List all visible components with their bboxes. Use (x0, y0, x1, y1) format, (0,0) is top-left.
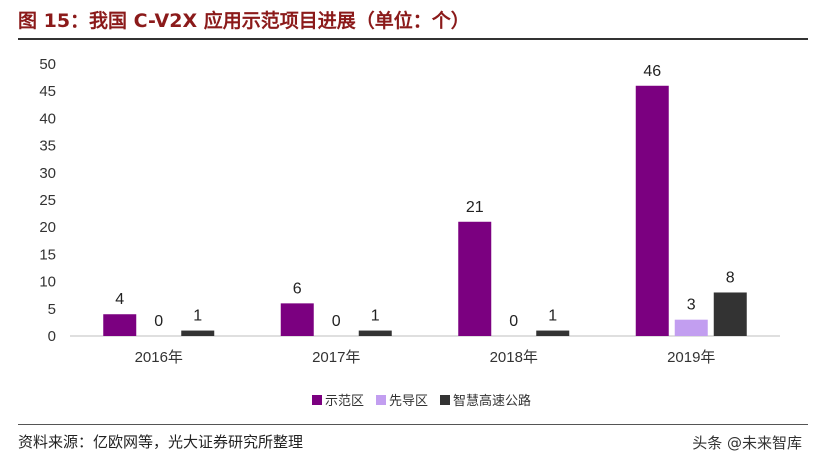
data-label: 0 (509, 313, 518, 330)
data-label: 3 (687, 297, 696, 314)
data-label: 0 (154, 313, 163, 330)
y-tick-label: 40 (39, 110, 56, 127)
y-tick-label: 25 (39, 192, 56, 209)
x-tick-label: 2017年 (312, 349, 360, 366)
x-tick-label: 2016年 (135, 349, 183, 366)
y-tick-label: 0 (48, 328, 56, 345)
y-tick-label: 5 (48, 301, 56, 318)
bar (458, 221, 492, 336)
legend-swatch (312, 395, 322, 405)
legend-label: 示范区 (325, 394, 364, 409)
y-tick-label: 50 (39, 56, 56, 73)
bar (536, 330, 570, 336)
data-label: 6 (293, 280, 302, 297)
title-divider (18, 38, 808, 40)
data-label: 1 (548, 308, 557, 325)
y-tick-label: 30 (39, 165, 56, 182)
y-tick-label: 45 (39, 83, 56, 100)
watermark: 头条 @未来智库 (692, 434, 802, 452)
x-tick-label: 2019年 (667, 349, 715, 366)
bar (358, 330, 392, 336)
bar (103, 314, 137, 336)
data-label: 1 (371, 308, 380, 325)
data-label: 1 (193, 308, 202, 325)
bar (181, 330, 215, 336)
figure-title: 图 15：我国 C-V2X 应用示范项目进展（单位：个） (18, 10, 470, 32)
y-tick-label: 35 (39, 138, 56, 155)
bar (713, 292, 747, 336)
source-note: 资料来源：亿欧网等，光大证券研究所整理 (18, 433, 304, 451)
bar (280, 303, 314, 336)
legend-label: 智慧高速公路 (453, 393, 531, 409)
data-label: 0 (332, 313, 341, 330)
data-label: 4 (115, 291, 124, 308)
legend-swatch (376, 395, 386, 405)
data-label: 8 (726, 269, 735, 286)
legend-label: 先导区 (389, 394, 428, 409)
data-label: 21 (466, 199, 484, 216)
y-tick-label: 20 (39, 219, 56, 236)
y-tick-label: 15 (39, 246, 56, 263)
y-tick-label: 10 (39, 274, 56, 291)
bar (635, 85, 669, 336)
bar (674, 319, 708, 336)
legend-swatch (440, 395, 450, 405)
footer-divider (18, 424, 808, 425)
x-tick-label: 2018年 (490, 349, 538, 366)
data-label: 46 (643, 63, 661, 80)
